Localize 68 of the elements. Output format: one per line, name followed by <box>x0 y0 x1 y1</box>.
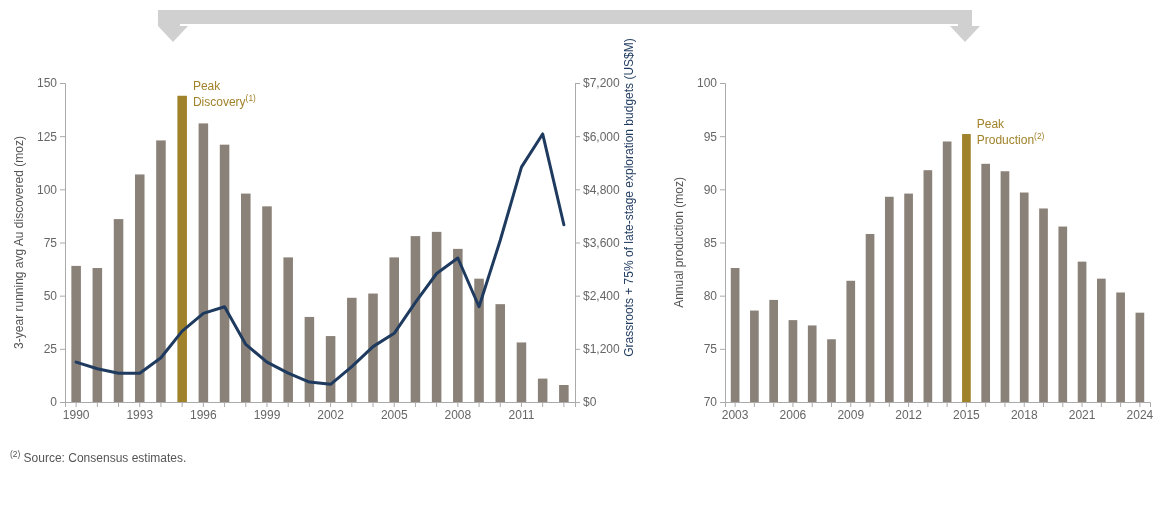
bar <box>156 140 166 402</box>
bar <box>134 174 145 402</box>
annotation: Peak Discovery$^{(1)}$ <box>192 78 257 109</box>
x-tick-label: 2011 <box>508 407 535 422</box>
bar <box>92 268 103 402</box>
bar <box>516 342 527 402</box>
bar <box>410 236 421 402</box>
y2-axis-title: Grassroots + 75% of late-stage exploration budgets (US$M) <box>622 38 636 357</box>
y-axis-title: 3-year running avg Au discovered (moz) <box>12 136 26 349</box>
x-tick-label: 2018 <box>1010 407 1038 422</box>
x-tick-label: 1999 <box>253 407 281 422</box>
y-tick-label: 75 <box>703 342 718 357</box>
y-tick-label: 125 <box>36 129 58 144</box>
y-tick-label: 0 <box>50 395 58 410</box>
bar <box>389 257 399 402</box>
y-tick-label: 80 <box>703 289 718 304</box>
x-tick-label: 2005 <box>380 407 408 422</box>
x-tick-label: 2009 <box>837 407 865 422</box>
y-tick-label: 100 <box>696 76 718 91</box>
y-tick-label: 75 <box>43 235 58 250</box>
x-tick-label: 2006 <box>779 407 807 422</box>
text: $^{(2)}$ Source: Consensus estimates. <box>10 449 187 465</box>
y2-tick-label: $0 <box>583 395 597 410</box>
y-tick-label: 50 <box>43 289 58 304</box>
x-tick-label: 2008 <box>444 407 472 422</box>
y-tick-label: 95 <box>703 129 718 144</box>
y2-tick-label: $3,600 <box>583 235 621 250</box>
bar <box>347 297 357 402</box>
bar <box>71 265 81 402</box>
x-tick-label: 2015 <box>953 407 981 422</box>
bar <box>537 378 548 402</box>
y-tick-label: 85 <box>703 235 718 250</box>
x-tick-label: 1990 <box>62 407 90 422</box>
y2-tick-label: $4,800 <box>583 182 621 197</box>
x-tick-label: 2002 <box>317 407 345 422</box>
y-tick-label: 150 <box>36 76 58 91</box>
y-tick-label: 90 <box>703 182 718 197</box>
y2-tick-label: $2,400 <box>583 289 621 304</box>
y-axis-title: Annual production (moz) <box>672 177 686 308</box>
y2-tick-label: $7,200 <box>583 76 621 91</box>
bar <box>198 123 209 402</box>
bar <box>262 206 272 402</box>
annotation: Peak Production$^{(2)}$ <box>976 117 1045 148</box>
bar <box>113 219 124 402</box>
bar <box>559 384 569 402</box>
bar <box>241 193 251 402</box>
bar <box>431 231 442 402</box>
x-tick-label: 2024 <box>1126 407 1154 422</box>
bar <box>283 257 293 402</box>
y-tick-label: 100 <box>36 182 58 197</box>
x-tick-label: 2012 <box>895 407 923 422</box>
bar <box>368 293 378 402</box>
x-tick-label: 1996 <box>190 407 218 422</box>
x-tick-label: 1993 <box>126 407 154 422</box>
x-tick-label: 2003 <box>721 407 749 422</box>
bar <box>325 336 336 402</box>
y2-tick-label: $1,200 <box>583 342 621 357</box>
bar <box>177 95 187 402</box>
y-tick-label: 25 <box>43 342 58 357</box>
line-series <box>74 132 566 386</box>
y-tick-label: 70 <box>703 395 718 410</box>
bar <box>304 316 315 402</box>
bar <box>495 304 506 402</box>
x-tick-label: 2021 <box>1068 407 1096 422</box>
y2-tick-label: $6,000 <box>583 129 621 144</box>
bar <box>474 278 484 402</box>
bar <box>453 248 463 402</box>
bar <box>219 144 230 402</box>
